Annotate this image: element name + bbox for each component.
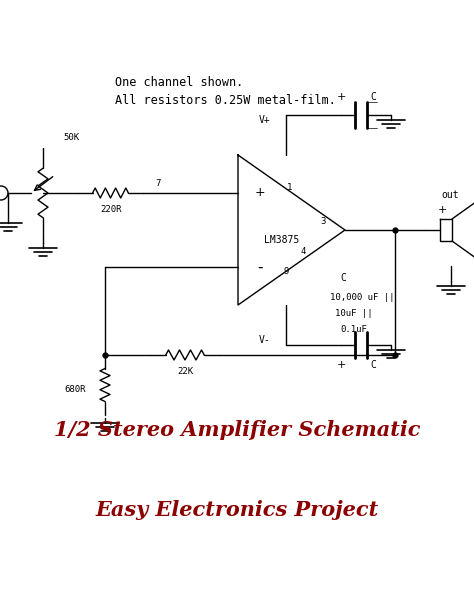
Text: 10,000 uF ||: 10,000 uF || [330,292,394,301]
Text: C: C [340,273,346,283]
Text: +: + [337,92,346,102]
Text: 3: 3 [320,217,326,226]
Text: 1/2 Stereo Amplifier Schematic: 1/2 Stereo Amplifier Schematic [54,420,420,440]
Text: out: out [441,190,459,200]
Text: 50K: 50K [63,133,79,143]
Text: 1: 1 [287,184,292,193]
Text: +: + [255,187,265,199]
Text: 680R: 680R [64,385,86,394]
Text: All resistors 0.25W metal-film.: All resistors 0.25W metal-film. [115,94,336,106]
Text: 10uF ||: 10uF || [335,309,373,318]
Text: Easy Electronics Project: Easy Electronics Project [95,500,379,520]
Text: +: + [337,360,346,370]
Text: LM3875: LM3875 [264,235,299,245]
Text: +: + [438,205,447,215]
Text: 4: 4 [301,248,306,257]
Text: 0.1uF: 0.1uF [340,324,367,333]
Text: C: C [371,360,376,370]
Text: 22K: 22K [177,367,193,376]
Text: C: C [371,92,376,102]
Text: V-: V- [259,335,270,345]
Text: V+: V+ [259,115,270,125]
Text: -: - [257,260,263,274]
Text: 220R: 220R [100,205,122,213]
Text: One channel shown.: One channel shown. [115,77,243,89]
Text: 7: 7 [155,179,161,187]
Text: 9: 9 [283,268,289,277]
